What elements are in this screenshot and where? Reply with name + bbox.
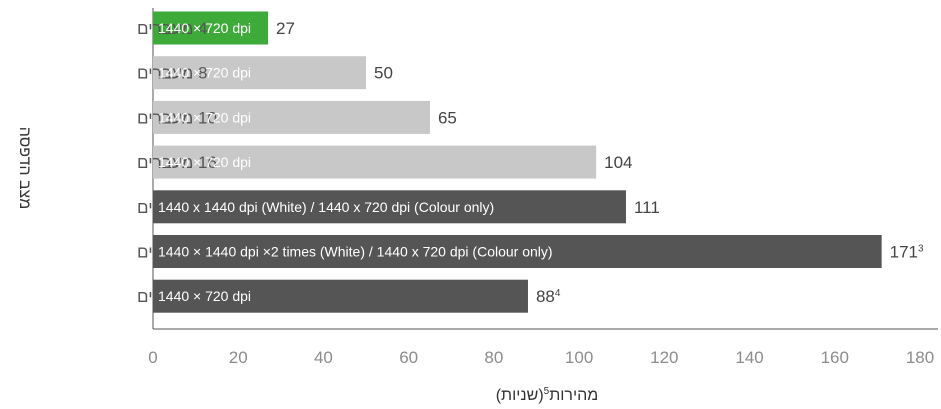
- x-axis-label-footnote: 5: [544, 386, 550, 397]
- value-label: 50: [374, 64, 393, 83]
- x-tick-label: 160: [821, 348, 849, 367]
- category-label: 8 מעברים: [137, 198, 207, 217]
- value-footnote: 4: [555, 288, 561, 299]
- x-tick-label: 40: [314, 348, 333, 367]
- x-tick-label: 20: [229, 348, 248, 367]
- x-tick-label: 100: [565, 348, 593, 367]
- bar: [153, 145, 597, 179]
- bar-label: 1440 × 1440 dpi ×2 times (White) / 1440 …: [158, 244, 553, 260]
- x-tick-label: 180: [906, 348, 934, 367]
- bar-label: 1440 x 1440 dpi (White) / 1440 x 720 dpi…: [158, 199, 494, 215]
- category-label: 10 מעברים: [137, 108, 217, 127]
- value-label: 884: [536, 287, 561, 306]
- value-label: 104: [604, 153, 632, 172]
- value-label: 111: [634, 198, 660, 217]
- bar: [153, 235, 882, 268]
- bar: [153, 11, 269, 45]
- value-label: 27: [276, 19, 295, 38]
- x-tick-label: 60: [399, 348, 418, 367]
- x-tick-label: 0: [148, 348, 157, 367]
- x-axis-label-main: מהירות: [549, 387, 598, 404]
- value-footnote: 3: [918, 244, 924, 255]
- category-label: 4 מעברים: [137, 19, 207, 38]
- category-label: 8 מעברים: [137, 243, 207, 262]
- bar-label: 1440 × 720 dpi: [158, 109, 251, 125]
- x-tick-label: 80: [484, 348, 503, 367]
- bar-label: 1440 × 720 dpi: [158, 288, 251, 304]
- bar-label: 1440 × 720 dpi: [158, 20, 251, 36]
- category-label: 4/8 מעברים: [137, 287, 222, 306]
- bar: [153, 100, 430, 134]
- value-label: 65: [438, 108, 457, 127]
- bar: [153, 190, 626, 224]
- category-label: 16 מעברים: [137, 153, 217, 172]
- bar: [153, 56, 367, 90]
- x-axis-label-unit: (שניות): [496, 387, 544, 404]
- bar-label: 1440 × 720 dpi: [158, 154, 251, 170]
- y-axis-label: מצב הדפסה: [16, 127, 33, 210]
- bar: [153, 279, 528, 313]
- x-axis-label: מהירות5(שניות): [496, 386, 599, 404]
- bar-label: 1440 × 720 dpi: [158, 65, 251, 81]
- category-label: 8 מעברים: [137, 64, 207, 83]
- x-tick-label: 140: [735, 348, 763, 367]
- value-label: 1713: [890, 243, 924, 262]
- x-tick-label: 120: [650, 348, 678, 367]
